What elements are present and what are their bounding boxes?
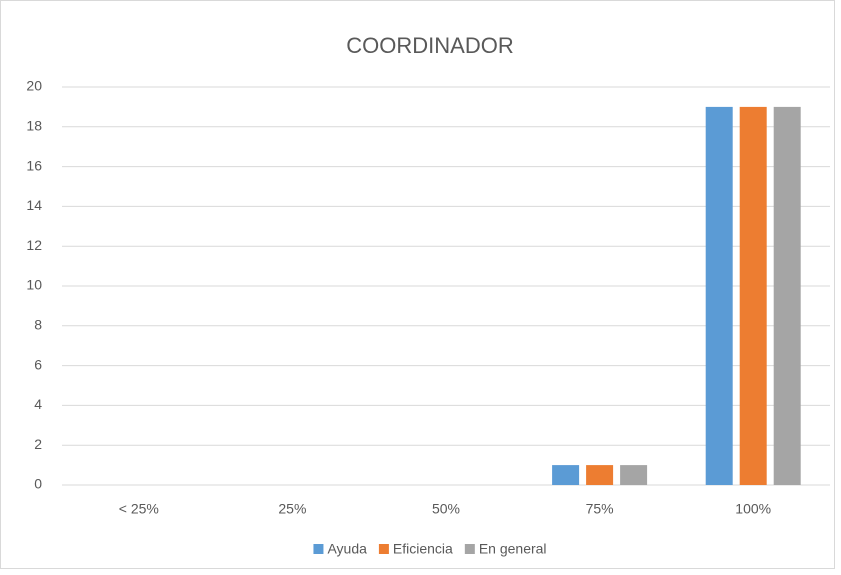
- legend-swatch: [313, 544, 324, 554]
- bar: [739, 106, 767, 486]
- legend-label: Ayuda: [327, 541, 367, 557]
- bar: [586, 465, 614, 485]
- x-tick-label: 75%: [586, 501, 614, 517]
- x-tick-label: 25%: [278, 501, 306, 517]
- y-tick-label: 18: [26, 118, 42, 134]
- legend-label: Eficiencia: [393, 541, 453, 557]
- bar: [773, 106, 801, 486]
- legend-swatch: [378, 544, 389, 554]
- y-tick-label: 4: [34, 396, 42, 412]
- x-tick-label: 50%: [432, 501, 460, 517]
- y-tick-label: 8: [34, 317, 42, 333]
- chart-title: COORDINADOR: [346, 33, 513, 58]
- bar: [552, 465, 580, 485]
- y-tick-label: 10: [26, 277, 42, 293]
- legend-swatch: [464, 544, 475, 554]
- bar: [705, 106, 733, 486]
- legend-label: En general: [479, 541, 547, 557]
- x-tick-label: < 25%: [119, 501, 159, 517]
- bar: [620, 465, 648, 485]
- y-tick-label: 2: [34, 436, 42, 452]
- y-tick-label: 0: [34, 476, 42, 492]
- y-tick-label: 16: [26, 157, 42, 173]
- y-tick-label: 14: [26, 197, 42, 213]
- y-tick-label: 12: [26, 237, 42, 253]
- y-tick-label: 20: [26, 78, 42, 94]
- x-tick-label: 100%: [735, 501, 771, 517]
- y-tick-label: 6: [34, 356, 42, 372]
